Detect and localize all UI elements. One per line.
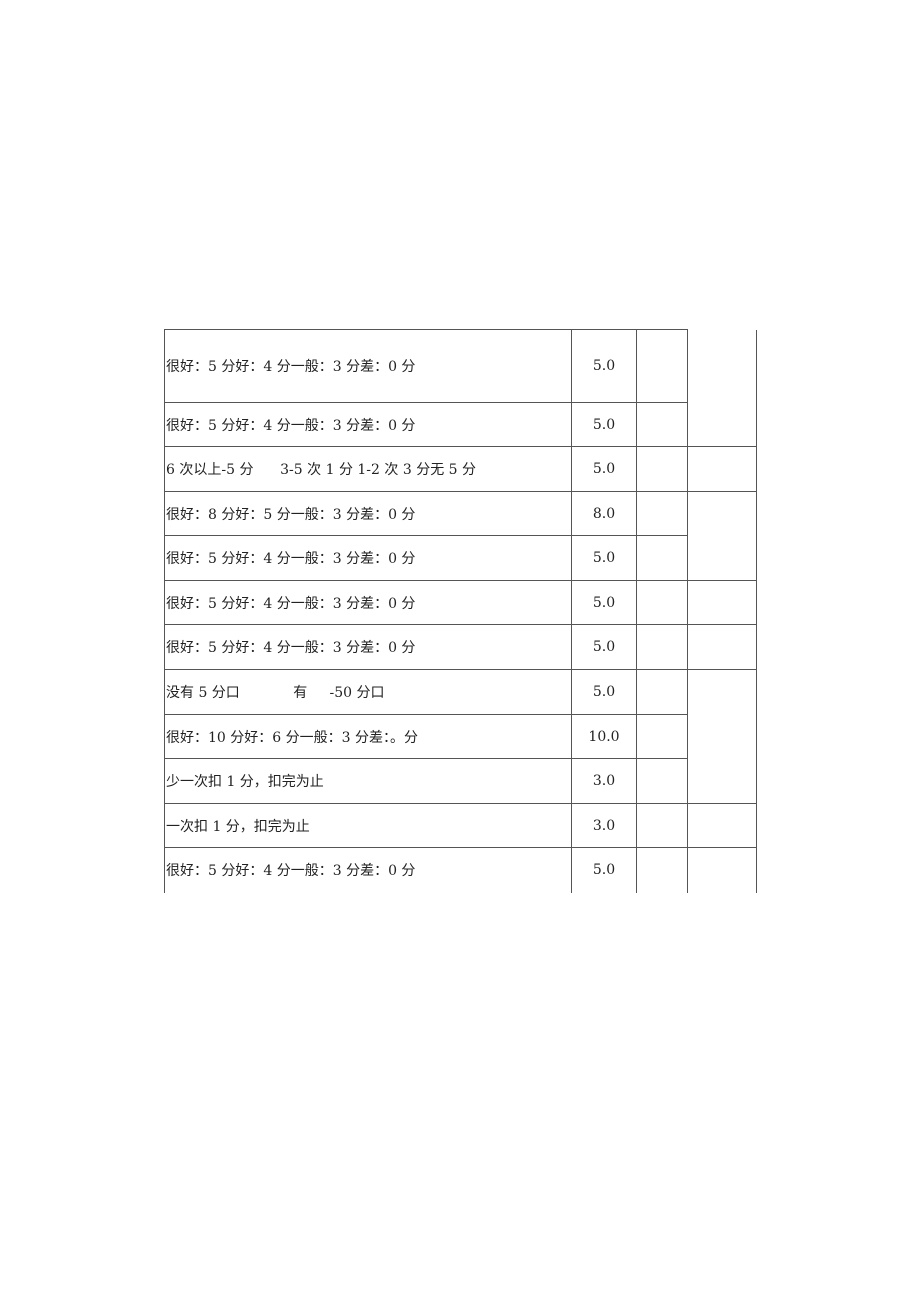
total-cell — [687, 803, 757, 848]
table-row: 很好：5 分好：4 分一般：3 分差：0 分 5.0 — [164, 402, 757, 447]
criteria-cell: 6 次以上-5 分 3-5 次 1 分 1-2 次 3 分无 5 分 — [164, 446, 572, 492]
criteria-cell: 一次扣 1 分，扣完为止 — [164, 803, 572, 848]
criteria-cell: 少一次扣 1 分，扣完为止 — [164, 758, 572, 804]
score-cell: 5.0 — [571, 402, 637, 447]
total-cell — [687, 669, 757, 804]
evaluation-cell — [636, 446, 688, 492]
table-row: 没有 5 分口 有 -50 分口 5.0 — [164, 669, 757, 804]
evaluation-cell — [636, 535, 688, 581]
criteria-cell: 很好：5 分好：4 分一般：3 分差：0 分 — [164, 535, 572, 581]
criteria-cell: 很好：8 分好：5 分一般：3 分差：0 分 — [164, 491, 572, 536]
score-cell: 5.0 — [571, 624, 637, 670]
score-cell: 8.0 — [571, 491, 637, 536]
total-cell — [687, 446, 757, 492]
scoring-table: 很好：5 分好：4 分一般：3 分差：0 分 5.0 很好：5 分好：4 分一般：3… — [164, 329, 757, 893]
table-row: 很好：10 分好：6 分一般：3 分差：。分 10.0 — [164, 714, 757, 759]
score-cell: 5.0 — [571, 446, 637, 492]
evaluation-cell — [636, 669, 688, 715]
table-row: 很好：5 分好：4 分一般：3 分差：0 分 5.0 — [164, 580, 757, 625]
criteria-cell: 很好：5 分好：4 分一般：3 分差：0 分 — [164, 402, 572, 447]
evaluation-cell — [636, 714, 688, 759]
table-row: 6 次以上-5 分 3-5 次 1 分 1-2 次 3 分无 5 分 5.0 — [164, 446, 757, 492]
criteria-cell: 很好：5 分好：4 分一般：3 分差：0 分 — [164, 580, 572, 625]
score-cell: 5.0 — [571, 329, 637, 403]
evaluation-cell — [636, 329, 688, 403]
evaluation-cell — [636, 803, 688, 848]
criteria-cell: 很好：5 分好：4 分一般：3 分差：0 分 — [164, 329, 572, 403]
score-cell: 5.0 — [571, 847, 637, 893]
criteria-cell: 很好：5 分好：4 分一般：3 分差：0 分 — [164, 624, 572, 670]
table-row: 很好：5 分好：4 分一般：3 分差：0 分 5.0 — [164, 847, 757, 893]
total-cell — [687, 491, 757, 581]
table-row: 很好：5 分好：4 分一般：3 分差：0 分 5.0 — [164, 329, 757, 447]
evaluation-cell — [636, 491, 688, 536]
score-cell: 5.0 — [571, 580, 637, 625]
table-row: 一次扣 1 分，扣完为止 3.0 — [164, 803, 757, 848]
total-cell — [687, 847, 757, 893]
criteria-cell: 很好：5 分好：4 分一般：3 分差：0 分 — [164, 847, 572, 893]
evaluation-cell — [636, 580, 688, 625]
evaluation-cell — [636, 624, 688, 670]
score-cell: 5.0 — [571, 535, 637, 581]
evaluation-cell — [636, 402, 688, 447]
table-row: 少一次扣 1 分，扣完为止 3.0 — [164, 758, 757, 804]
criteria-cell: 很好：10 分好：6 分一般：3 分差：。分 — [164, 714, 572, 759]
score-cell: 3.0 — [571, 803, 637, 848]
total-cell — [687, 329, 757, 447]
score-cell: 5.0 — [571, 669, 637, 715]
score-cell: 10.0 — [571, 714, 637, 759]
table-row: 很好：8 分好：5 分一般：3 分差：0 分 8.0 — [164, 491, 757, 581]
table-row: 很好：5 分好：4 分一般：3 分差：0 分 5.0 — [164, 624, 757, 670]
score-cell: 3.0 — [571, 758, 637, 804]
total-cell — [687, 624, 757, 670]
evaluation-cell — [636, 758, 688, 804]
evaluation-cell — [636, 847, 688, 893]
criteria-cell: 没有 5 分口 有 -50 分口 — [164, 669, 572, 715]
total-cell — [687, 580, 757, 625]
table-row: 很好：5 分好：4 分一般：3 分差：0 分 5.0 — [164, 535, 757, 581]
